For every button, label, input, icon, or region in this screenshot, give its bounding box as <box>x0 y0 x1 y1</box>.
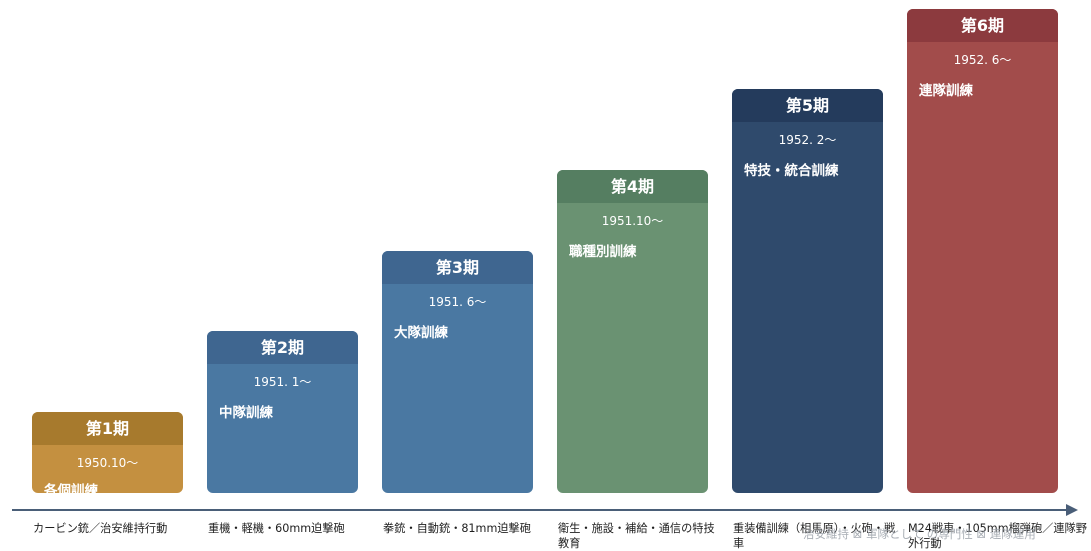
weapon-label-6: M24戦車・105mm榴弾砲／連隊野外行動 <box>908 522 1087 550</box>
phase-3-training: 大隊訓練 <box>394 325 448 341</box>
phase-5-training: 特技・統合訓練 <box>744 163 839 179</box>
phase-1-date: 1950.10〜 <box>76 456 139 470</box>
phase-5-title: 第5期 <box>732 89 883 122</box>
phase-1-title: 第1期 <box>32 412 183 445</box>
phase-3-date: 1951. 6〜 <box>428 295 487 309</box>
phase-4-card: 第4期 1951.10〜 職種別訓練 <box>557 170 708 493</box>
phase-2-training: 中隊訓練 <box>219 405 273 421</box>
overlay-caption: 治安維持 ⊠ 軍隊として の専門性 ⊠ 連隊運用 <box>803 527 1036 541</box>
weapon-label-3: 拳銃・自動銃・81mm迫撃砲 <box>383 522 531 535</box>
phase-3-card: 第3期 1951. 6〜 大隊訓練 <box>382 251 533 493</box>
timeline-axis <box>12 509 1076 511</box>
phase-3-title: 第3期 <box>382 251 533 284</box>
phase-1-training: 各個訓練 <box>44 483 98 493</box>
phase-2-title: 第2期 <box>207 331 358 364</box>
weapon-label-4: 衛生・施設・補給・通信の特技教育 <box>558 522 715 550</box>
phase-4-date: 1951.10〜 <box>601 214 664 228</box>
phase-2-date: 1951. 1〜 <box>253 375 312 389</box>
weapon-label-1: カービン銃／治安維持行動 <box>33 522 168 535</box>
phase-6-card: 第6期 1952. 6〜 連隊訓練 <box>907 9 1058 493</box>
phase-5-card: 第5期 1952. 2〜 特技・統合訓練 <box>732 89 883 493</box>
phase-2-card: 第2期 1951. 1〜 中隊訓練 <box>207 331 358 493</box>
phase-4-training: 職種別訓練 <box>569 244 637 260</box>
weapon-label-2: 重機・軽機・60mm迫撃砲 <box>208 522 345 535</box>
phase-6-date: 1952. 6〜 <box>953 53 1012 67</box>
timeline-arrowhead <box>1066 504 1078 516</box>
weapon-label-5: 重装備訓練（相馬原）・火砲・戦車 <box>733 522 896 550</box>
phase-6-title: 第6期 <box>907 9 1058 42</box>
phase-4-title: 第4期 <box>557 170 708 203</box>
phase-6-training: 連隊訓練 <box>919 83 973 99</box>
phase-1-card: 第1期 1950.10〜 各個訓練 <box>32 412 183 493</box>
phase-5-date: 1952. 2〜 <box>778 133 837 147</box>
